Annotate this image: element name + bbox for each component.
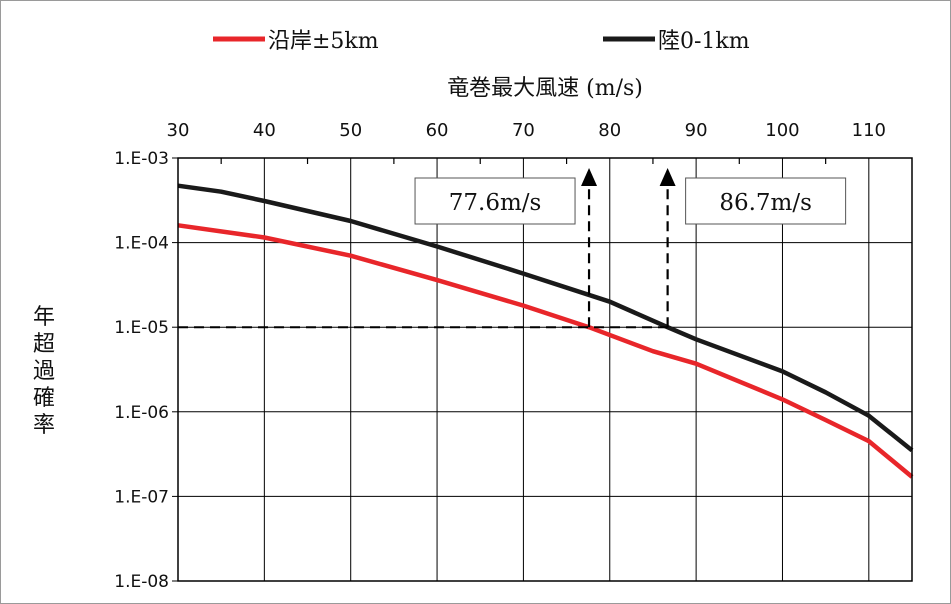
annotation-arrowhead xyxy=(581,168,598,186)
legend-label-coastal: 沿岸±5km xyxy=(268,29,379,54)
x-tick-label: 100 xyxy=(765,120,799,141)
annotation-label: 86.7m/s xyxy=(719,190,812,216)
y-axis-title-char: 率 xyxy=(33,413,55,438)
y-axis-title-char: 年 xyxy=(33,305,55,330)
x-ticks: 30 40 50 60 70 80 90 100 110 xyxy=(167,120,886,164)
annotation-label: 77.6m/s xyxy=(449,190,542,216)
x-tick-label: 50 xyxy=(339,120,362,141)
x-tick-label: 40 xyxy=(253,120,276,141)
y-axis-title-char: 超 xyxy=(33,332,55,357)
y-tick-label: 1.E-04 xyxy=(114,234,169,254)
y-axis-title-char: 過 xyxy=(33,359,55,384)
x-tick-label: 60 xyxy=(426,120,449,141)
x-tick-label: 110 xyxy=(852,120,886,141)
x-tick-label: 80 xyxy=(598,120,621,141)
series-line-coastal xyxy=(177,223,914,479)
x-tick-label: 90 xyxy=(685,120,708,141)
y-tick-label: 1.E-05 xyxy=(114,318,169,338)
series-line-land xyxy=(177,183,914,453)
plot-border xyxy=(177,157,913,582)
x-axis-title: 竜巻最大風速 (m/s) xyxy=(447,76,643,101)
x-tick-label: 70 xyxy=(512,120,535,141)
legend-label-land: 陸0-1km xyxy=(658,29,750,54)
annotation-box xyxy=(685,177,847,225)
y-ticks: 1.E-03 1.E-04 1.E-05 1.E-06 1.E-07 1.E-08 xyxy=(114,149,178,592)
y-axis-title-char: 確 xyxy=(33,386,55,411)
y-tick-label: 1.E-06 xyxy=(114,403,169,423)
x-tick-label: 30 xyxy=(167,120,190,141)
series xyxy=(177,183,914,479)
annotation-box xyxy=(414,177,576,225)
legend: 沿岸±5km 陸0-1km xyxy=(213,29,750,54)
y-tick-label: 1.E-07 xyxy=(114,487,169,507)
annotations: 77.6m/s 86.7m/s xyxy=(178,168,847,329)
y-tick-label: 1.E-08 xyxy=(114,572,169,592)
annotation-arrowhead xyxy=(659,168,676,186)
y-tick-label: 1.E-03 xyxy=(114,149,169,169)
